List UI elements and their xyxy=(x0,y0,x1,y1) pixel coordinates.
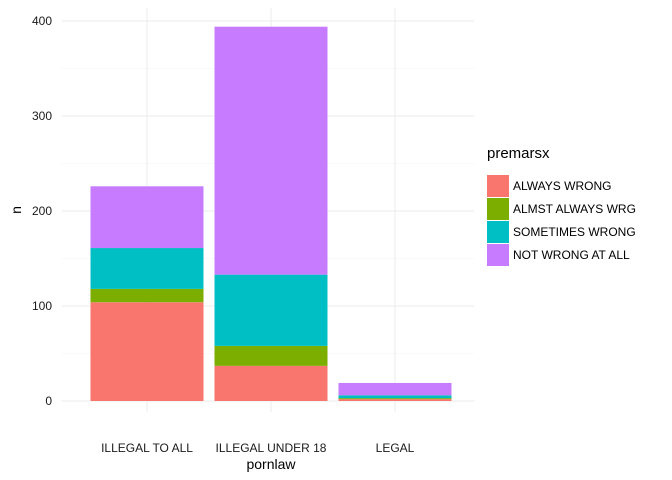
bar-segment xyxy=(90,248,204,289)
legend-label: ALMST ALWAYS WRG xyxy=(513,202,636,216)
y-tick-label: 200 xyxy=(32,204,52,218)
bar-segment xyxy=(90,302,204,401)
bar-segment xyxy=(338,398,452,400)
bar-segment xyxy=(214,274,328,346)
x-axis-title: pornlaw xyxy=(246,456,296,472)
legend-label: ALWAYS WRONG xyxy=(513,179,611,193)
legend-swatch xyxy=(487,175,509,197)
bar-segment xyxy=(338,382,452,396)
y-axis-title: n xyxy=(8,206,24,214)
bar-segment xyxy=(90,288,204,303)
legend-swatch xyxy=(487,244,509,266)
legend-label: SOMETIMES WRONG xyxy=(513,225,636,239)
legend-title: premarsx xyxy=(487,145,550,162)
x-tick-label: ILLEGAL TO ALL xyxy=(101,441,193,455)
x-tick-label: ILLEGAL UNDER 18 xyxy=(216,441,327,455)
bar-segment xyxy=(214,345,328,366)
y-tick-label: 100 xyxy=(32,299,52,313)
y-tick-label: 300 xyxy=(32,109,52,123)
y-tick-label: 0 xyxy=(45,394,52,408)
bar-segment xyxy=(338,399,452,401)
y-axis-ticks: 0 100 200 300 400 xyxy=(32,14,52,408)
bars xyxy=(90,26,452,401)
x-tick-label: LEGAL xyxy=(376,441,415,455)
bar-segment xyxy=(214,26,328,275)
x-axis-ticks: ILLEGAL TO ALL ILLEGAL UNDER 18 LEGAL xyxy=(101,441,415,455)
bar-segment xyxy=(338,395,452,399)
legend: premarsx ALWAYS WRONG ALMST ALWAYS WRG SOM… xyxy=(487,145,636,266)
legend-swatch xyxy=(487,198,509,220)
y-tick-label: 400 xyxy=(32,14,52,28)
legend-label: NOT WRONG AT ALL xyxy=(513,248,630,262)
legend-swatch xyxy=(487,221,509,243)
bar-segment xyxy=(90,186,204,249)
bar-segment xyxy=(214,365,328,401)
